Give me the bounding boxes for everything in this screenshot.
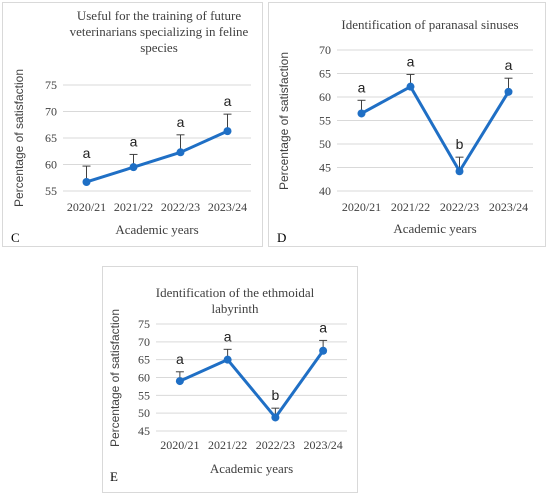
x-tick-label: 2023/24 [489, 200, 528, 214]
x-tick-label: 2020/21 [342, 200, 381, 214]
significance-letter: a [505, 57, 513, 73]
data-point [223, 355, 232, 364]
data-point [406, 82, 415, 91]
x-tick-label: 2021/22 [114, 200, 153, 214]
significance-letter: b [456, 136, 464, 152]
y-tick-label: 65 [45, 131, 57, 145]
x-axis-label: Academic years [115, 222, 198, 237]
y-axis-label: Percentage of satisfaction [12, 69, 26, 207]
y-tick-label: 65 [319, 67, 331, 81]
y-tick-label: 60 [138, 371, 150, 385]
y-tick-label: 75 [45, 78, 57, 92]
significance-letter: a [130, 133, 138, 149]
data-point [223, 127, 232, 136]
data-point [271, 413, 280, 422]
x-tick-label: 2021/22 [208, 438, 247, 452]
y-tick-label: 65 [138, 353, 150, 367]
y-tick-label: 75 [138, 317, 150, 331]
y-axis-label: Percentage of satisfaction [277, 52, 291, 190]
y-tick-label: 70 [319, 43, 331, 57]
significance-letter: a [319, 319, 327, 335]
data-point [82, 177, 91, 186]
data-point [319, 346, 328, 355]
x-tick-label: 2022/23 [256, 438, 295, 452]
y-tick-label: 40 [319, 184, 331, 198]
x-axis-label: Academic years [210, 461, 293, 476]
y-tick-label: 45 [138, 424, 150, 438]
y-axis-label: Percentage of satisfaction [108, 309, 122, 447]
y-tick-label: 70 [138, 335, 150, 349]
x-axis-label: Academic years [393, 221, 476, 236]
data-point [504, 87, 513, 96]
significance-letter: a [407, 53, 415, 69]
panel-letter: C [11, 230, 20, 245]
chart-title-line: Useful for the training of future [77, 8, 241, 23]
series-line [360, 85, 510, 173]
x-tick-label: 2020/21 [67, 200, 106, 214]
y-tick-label: 60 [45, 158, 57, 172]
data-point [175, 377, 184, 386]
x-tick-label: 2021/22 [391, 200, 430, 214]
data-point [129, 163, 138, 172]
chart-title-line: labyrinth [212, 301, 259, 316]
data-point [455, 167, 464, 176]
x-tick-label: 2022/23 [161, 200, 200, 214]
chart-title-line: Identification of the ethmoidal [156, 285, 315, 300]
significance-letter: a [176, 351, 184, 367]
chart-title-line: species [140, 40, 178, 55]
significance-letter: b [271, 387, 279, 403]
y-tick-label: 55 [319, 114, 331, 128]
y-tick-label: 50 [319, 137, 331, 151]
significance-letter: a [83, 145, 91, 161]
y-tick-label: 60 [319, 90, 331, 104]
series-line [86, 129, 229, 184]
chart-title-line: Identification of paranasal sinuses [341, 17, 518, 32]
chart-svg-c: Useful for the training of futureveterin… [11, 8, 251, 245]
significance-letter: a [177, 114, 185, 130]
x-tick-label: 2020/21 [160, 438, 199, 452]
y-tick-label: 45 [319, 161, 331, 175]
data-point [357, 109, 366, 118]
chart-panel-e: Identification of the ethmoidal labyrinth… [102, 266, 358, 493]
x-tick-label: 2023/24 [208, 200, 247, 214]
y-tick-label: 55 [138, 388, 150, 402]
panel-letter: E [110, 469, 118, 484]
significance-letter: a [224, 328, 232, 344]
chart-svg-e: Identification of the ethmoidallabyrinth… [108, 285, 347, 484]
panel-letter: D [277, 230, 286, 245]
x-tick-label: 2023/24 [303, 438, 342, 452]
significance-letter: a [224, 93, 232, 109]
x-tick-label: 2022/23 [440, 200, 479, 214]
significance-letter: a [358, 79, 366, 95]
chart-svg-d: Identification of paranasal sinuses 40 45 5… [277, 17, 533, 245]
y-tick-label: 70 [45, 105, 57, 119]
series-line [179, 349, 325, 419]
y-tick-label: 55 [45, 184, 57, 198]
y-tick-label: 50 [138, 406, 150, 420]
chart-panel-c: Useful for the training of future veterin… [2, 2, 263, 247]
chart-title-line: veterinarians specializing in feline [70, 24, 249, 39]
data-point [176, 148, 185, 157]
chart-panel-d: Identification of paranasal sinuses 40 45 5… [268, 2, 546, 247]
